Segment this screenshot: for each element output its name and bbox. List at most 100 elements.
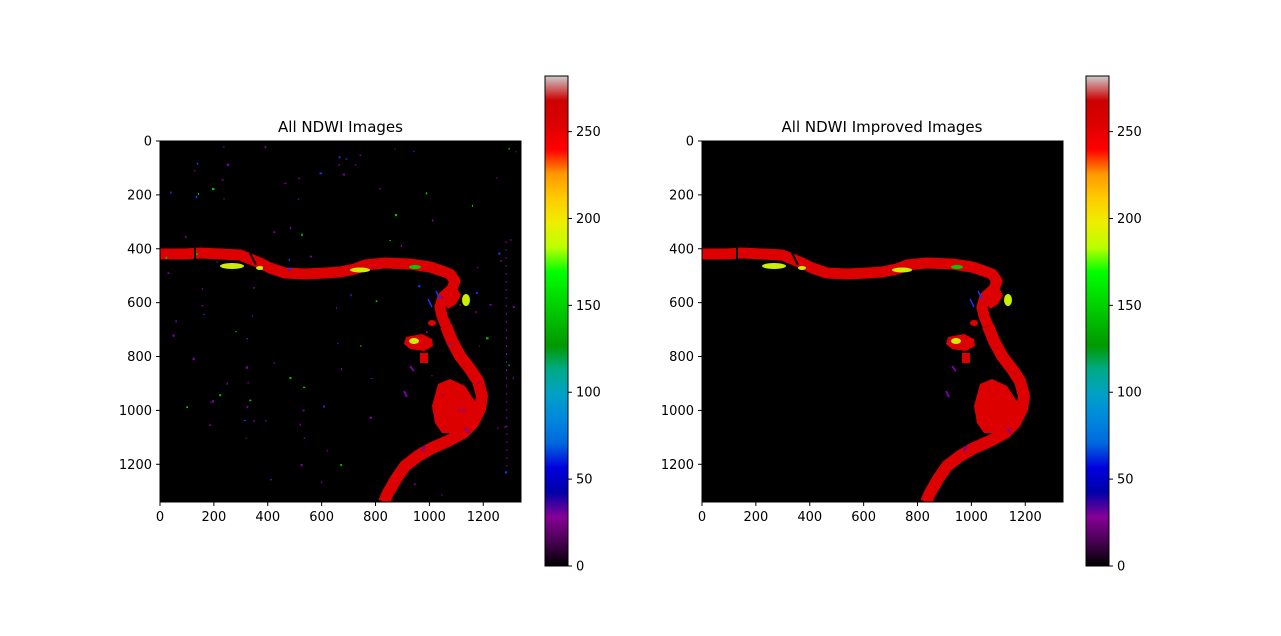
noise-speckle	[372, 267, 375, 269]
noise-speckle	[301, 233, 303, 236]
colorbar-tick-label: 200	[576, 212, 601, 227]
colorbar-tick-label: 50	[576, 473, 593, 488]
lagoon	[432, 379, 476, 433]
noise-speckle	[223, 198, 225, 200]
noise-speckle	[394, 214, 398, 217]
noise-speckle	[379, 187, 381, 190]
channel-edges	[969, 290, 983, 308]
noise-speckle	[375, 300, 378, 303]
noise-speckle	[194, 170, 196, 172]
south-channel	[378, 323, 488, 502]
noise-speckle	[458, 408, 461, 411]
noise-speckle	[323, 405, 325, 408]
noise-speckle	[302, 409, 305, 412]
noise-speckle	[477, 381, 480, 384]
noise-speckle	[413, 150, 415, 152]
noise-speckle	[226, 382, 228, 385]
noise-speckle	[249, 399, 252, 402]
noise-speckle	[252, 315, 254, 317]
y-tick-label: 200	[127, 188, 152, 203]
pond-3	[428, 320, 436, 326]
noise-speckle	[345, 158, 348, 160]
noise-speckle	[425, 192, 428, 195]
noise-speckle	[476, 291, 478, 294]
pond-2	[420, 353, 428, 363]
water-body-map	[702, 247, 1030, 502]
noise-speckle	[515, 151, 517, 153]
shallow-edge-4	[951, 265, 963, 269]
noise-speckle	[496, 177, 498, 179]
x-axis: 0 200 400 600 800 1000 1200	[156, 502, 500, 525]
noise-speckle	[219, 394, 222, 397]
colorbar-tick-label: 0	[576, 560, 584, 575]
noise-speckle	[226, 163, 230, 167]
noise-speckle	[253, 420, 255, 423]
water-features	[160, 247, 488, 502]
noise-speckle	[440, 296, 443, 299]
noise-speckle	[354, 164, 357, 166]
noise-speckle	[165, 256, 168, 259]
noise-speckle	[510, 238, 512, 242]
noise-speckle	[350, 294, 352, 297]
noise-speckle	[289, 226, 292, 229]
y-tick-label: 0	[686, 135, 694, 150]
noise-speckle	[297, 198, 300, 200]
y-tick-label: 1000	[119, 404, 152, 419]
shallow-edge-1	[220, 263, 244, 269]
noise-speckle	[413, 483, 416, 485]
water-features	[702, 247, 1030, 502]
noise-speckle	[389, 240, 391, 242]
noise-speckle	[269, 479, 272, 481]
x-tick-label: 1200	[1009, 510, 1042, 525]
noise-speckle	[273, 231, 276, 234]
noise-speckle	[221, 179, 224, 181]
y-tick-label: 0	[144, 135, 152, 150]
edge-speckles	[945, 365, 1012, 452]
y-tick-label: 200	[669, 188, 694, 203]
shallow-edge-2	[798, 266, 806, 270]
colorbar-gradient	[1085, 75, 1110, 567]
y-axis: 0 200 400 600 800 1000 1200	[661, 135, 1064, 503]
noise-speckle	[303, 437, 306, 439]
colorbar: 0 50 100 150 200 250	[1085, 75, 1142, 575]
x-tick-label: 0	[156, 510, 164, 525]
noise-speckle	[425, 331, 428, 333]
noise-speckle	[253, 287, 255, 289]
water-body-map	[160, 247, 488, 502]
noise-speckle	[208, 424, 212, 426]
x-tick-label: 600	[851, 510, 876, 525]
y-tick-label: 400	[669, 242, 694, 257]
noise-speckle	[337, 342, 339, 345]
noise-speckle	[500, 260, 502, 262]
bridge-2	[791, 252, 799, 266]
pond-1	[946, 334, 975, 351]
shallow-edge-5	[462, 294, 470, 306]
noise-speckle	[201, 305, 204, 307]
noise-speckle	[342, 173, 345, 176]
noise-speckle	[184, 236, 187, 238]
noise-speckle	[245, 437, 247, 439]
noise-speckle	[203, 313, 205, 315]
south-channel	[920, 323, 1030, 502]
x-tick-label: 400	[255, 510, 280, 525]
noise-speckle	[478, 345, 480, 347]
x-tick-label: 800	[905, 510, 930, 525]
river-bend	[443, 287, 461, 309]
heatmap-image	[160, 141, 521, 502]
noise-speckle	[319, 172, 322, 175]
shallow-edge-3	[350, 267, 370, 273]
y-tick-label: 800	[127, 350, 152, 365]
noise-speckle	[195, 195, 198, 199]
noise-speckle	[298, 177, 301, 180]
noise-speckle	[512, 306, 515, 308]
noise-speckle	[196, 253, 198, 256]
noise-speckle	[451, 343, 453, 346]
noise-speckle	[167, 272, 170, 274]
axes-frame	[701, 140, 1064, 503]
colorbar-gradient	[544, 75, 569, 567]
y-tick-label: 1200	[661, 458, 694, 473]
chart-left: All NDWI Images 0 200 400 600 800 1000 1200 02…	[119, 75, 601, 575]
shallow-edge-4	[409, 265, 421, 269]
x-tick-label: 200	[201, 510, 226, 525]
